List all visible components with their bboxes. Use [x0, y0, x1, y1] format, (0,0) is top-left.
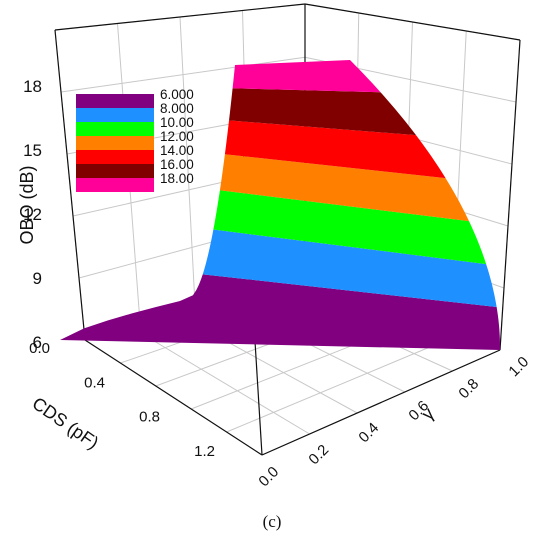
surface-band	[219, 154, 470, 222]
legend-swatch	[76, 164, 154, 178]
surface-band	[60, 274, 500, 350]
surface-band	[202, 229, 497, 308]
z-axis-label: OBO (dB)	[17, 165, 37, 244]
z-tick-label: 6	[33, 333, 42, 352]
axis-edge	[84, 339, 263, 456]
axis-edge	[54, 3, 306, 31]
z-tick-label: 18	[23, 77, 42, 96]
legend-swatch	[76, 136, 154, 150]
z-tick-label: 9	[33, 269, 42, 288]
grid-line	[226, 333, 462, 433]
y-tick-label: 0.8	[455, 375, 482, 402]
x-tick-label: 0.8	[139, 409, 160, 426]
axis-edge	[499, 39, 521, 351]
axis-edge	[304, 3, 521, 41]
y-tick-label: 0.2	[305, 441, 332, 468]
x-tick-label: 0.4	[84, 374, 105, 391]
legend-label: 18.00	[160, 171, 194, 186]
grid-line	[179, 16, 196, 306]
surface	[60, 60, 500, 350]
legend-swatch	[76, 108, 154, 122]
grid-line	[128, 325, 310, 435]
axes-frame	[54, 3, 521, 456]
surface-band	[224, 120, 446, 179]
legend-swatch	[76, 178, 154, 192]
legend-swatch	[76, 150, 154, 164]
surface-band	[232, 60, 381, 93]
legend-label: 10.00	[160, 115, 194, 130]
y-tick-label: 0.4	[355, 419, 382, 446]
legend-label: 16.00	[160, 157, 194, 172]
legend-label: 14.00	[160, 143, 194, 158]
axis-edge	[261, 349, 501, 456]
legend-label: 12.00	[160, 129, 194, 144]
x-tick-label: 0.0	[29, 340, 50, 357]
legend-label: 6.000	[160, 87, 194, 102]
z-tick-label: 12	[23, 205, 42, 224]
y-tick-label: 0.0	[255, 463, 282, 490]
legend-label: 8.000	[160, 101, 194, 116]
axis-edge	[54, 29, 86, 341]
surface-band	[213, 190, 487, 265]
legend-swatch	[76, 94, 154, 108]
z-tick-label: 15	[23, 141, 42, 160]
x-axis-label: CDS (pF)	[29, 393, 103, 453]
y-tick-label: 1.0	[505, 353, 532, 380]
surface-band	[229, 88, 417, 136]
legend-swatch	[76, 122, 154, 136]
x-tick-label: 1.2	[194, 443, 215, 460]
panel-label: (c)	[263, 512, 282, 531]
